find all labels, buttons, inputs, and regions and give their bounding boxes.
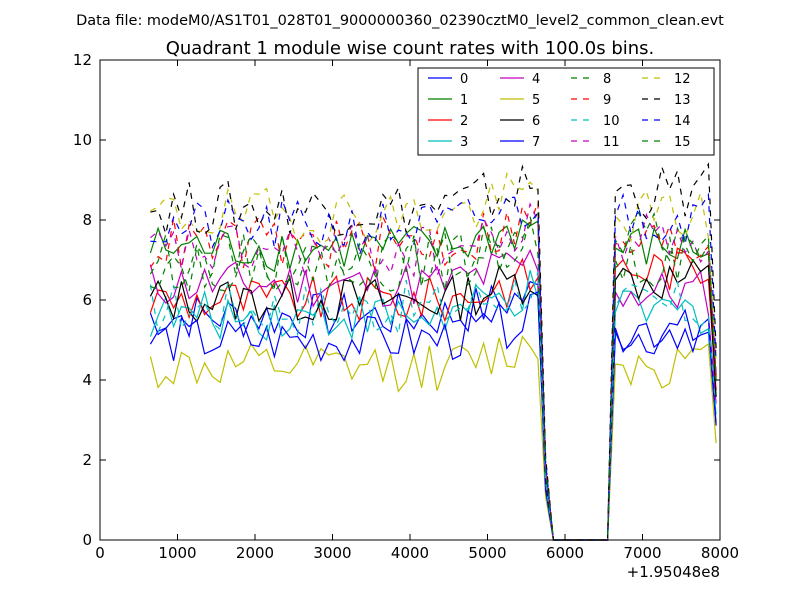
series-line-6 [149, 258, 717, 541]
series-line-14 [150, 192, 717, 541]
legend-label: 8 [603, 72, 611, 87]
chart-title: Quadrant 1 module wise count rates with … [166, 38, 655, 59]
legend-label: 13 [674, 93, 691, 108]
series-line-4 [149, 248, 717, 541]
x-offset-label: +1.95048e8 [627, 563, 720, 581]
axes-ticks: 0 1000 2000 3000 4000 5000 6000 7000 80000246810… [73, 51, 739, 562]
x-tick-label: 0 [95, 544, 105, 562]
series-layer [149, 162, 717, 541]
legend-item-1: 1 [428, 93, 468, 108]
legend-item-4: 4 [500, 72, 540, 87]
legend-label: 6 [532, 114, 540, 129]
x-tick-label: 4000 [391, 544, 429, 562]
legend-item-7: 7 [500, 135, 540, 150]
legend-frame [417, 67, 715, 156]
figure-suptitle: Data file: modeM0/AS1T01_028T01_90000003… [76, 13, 724, 29]
series-line-15 [150, 216, 717, 541]
legend-label: 9 [603, 93, 611, 108]
legend-label: 10 [603, 114, 620, 129]
legend-label: 5 [532, 93, 540, 108]
series-line-7 [149, 291, 717, 541]
series-line-10 [149, 271, 717, 541]
series-line-1 [149, 218, 717, 541]
legend-item-14: 14 [642, 114, 691, 129]
y-tick-label: 2 [82, 451, 92, 469]
legend-label: 7 [532, 135, 540, 150]
series-line-13 [150, 162, 717, 541]
legend-label: 1 [460, 93, 468, 108]
series-line-2 [149, 247, 717, 541]
legend-label: 11 [603, 135, 620, 150]
x-tick-label: 5000 [468, 544, 506, 562]
series-line-5 [149, 335, 717, 541]
x-tick-label: 3000 [313, 544, 351, 562]
legend-item-3: 3 [428, 135, 468, 150]
x-tick-label: 7000 [623, 544, 661, 562]
legend-item-12: 12 [642, 72, 691, 87]
y-tick-label: 6 [82, 291, 92, 309]
y-tick-label: 10 [73, 131, 92, 149]
legend-label: 4 [532, 72, 540, 87]
series-line-9 [149, 202, 717, 541]
legend-label: 12 [674, 72, 691, 87]
y-tick-label: 8 [82, 211, 92, 229]
x-tick-label: 6000 [546, 544, 584, 562]
y-tick-label: 12 [73, 51, 92, 69]
legend-label: 0 [460, 72, 468, 87]
legend-item-6: 6 [500, 114, 540, 129]
legend-item-11: 11 [571, 135, 620, 150]
y-tick-label: 4 [82, 371, 92, 389]
legend-label: 2 [460, 114, 468, 129]
series-line-3 [149, 270, 717, 541]
legend-item-2: 2 [428, 114, 468, 129]
legend-label: 3 [460, 135, 468, 150]
legend-label: 15 [674, 135, 691, 150]
x-tick-label: 2000 [236, 544, 274, 562]
legend-item-9: 9 [571, 93, 611, 108]
legend-item-13: 13 [642, 93, 691, 108]
series-line-11 [150, 202, 717, 541]
y-tick-label: 0 [82, 531, 92, 549]
legend-item-0: 0 [428, 72, 468, 87]
legend-item-10: 10 [571, 114, 620, 129]
legend-label: 14 [674, 114, 691, 129]
legend-item-8: 8 [571, 72, 611, 87]
x-tick-label: 1000 [158, 544, 196, 562]
legend-item-5: 5 [500, 93, 540, 108]
series-line-8 [149, 211, 717, 541]
legend-item-15: 15 [642, 135, 691, 150]
x-tick-label: 8000 [701, 544, 739, 562]
